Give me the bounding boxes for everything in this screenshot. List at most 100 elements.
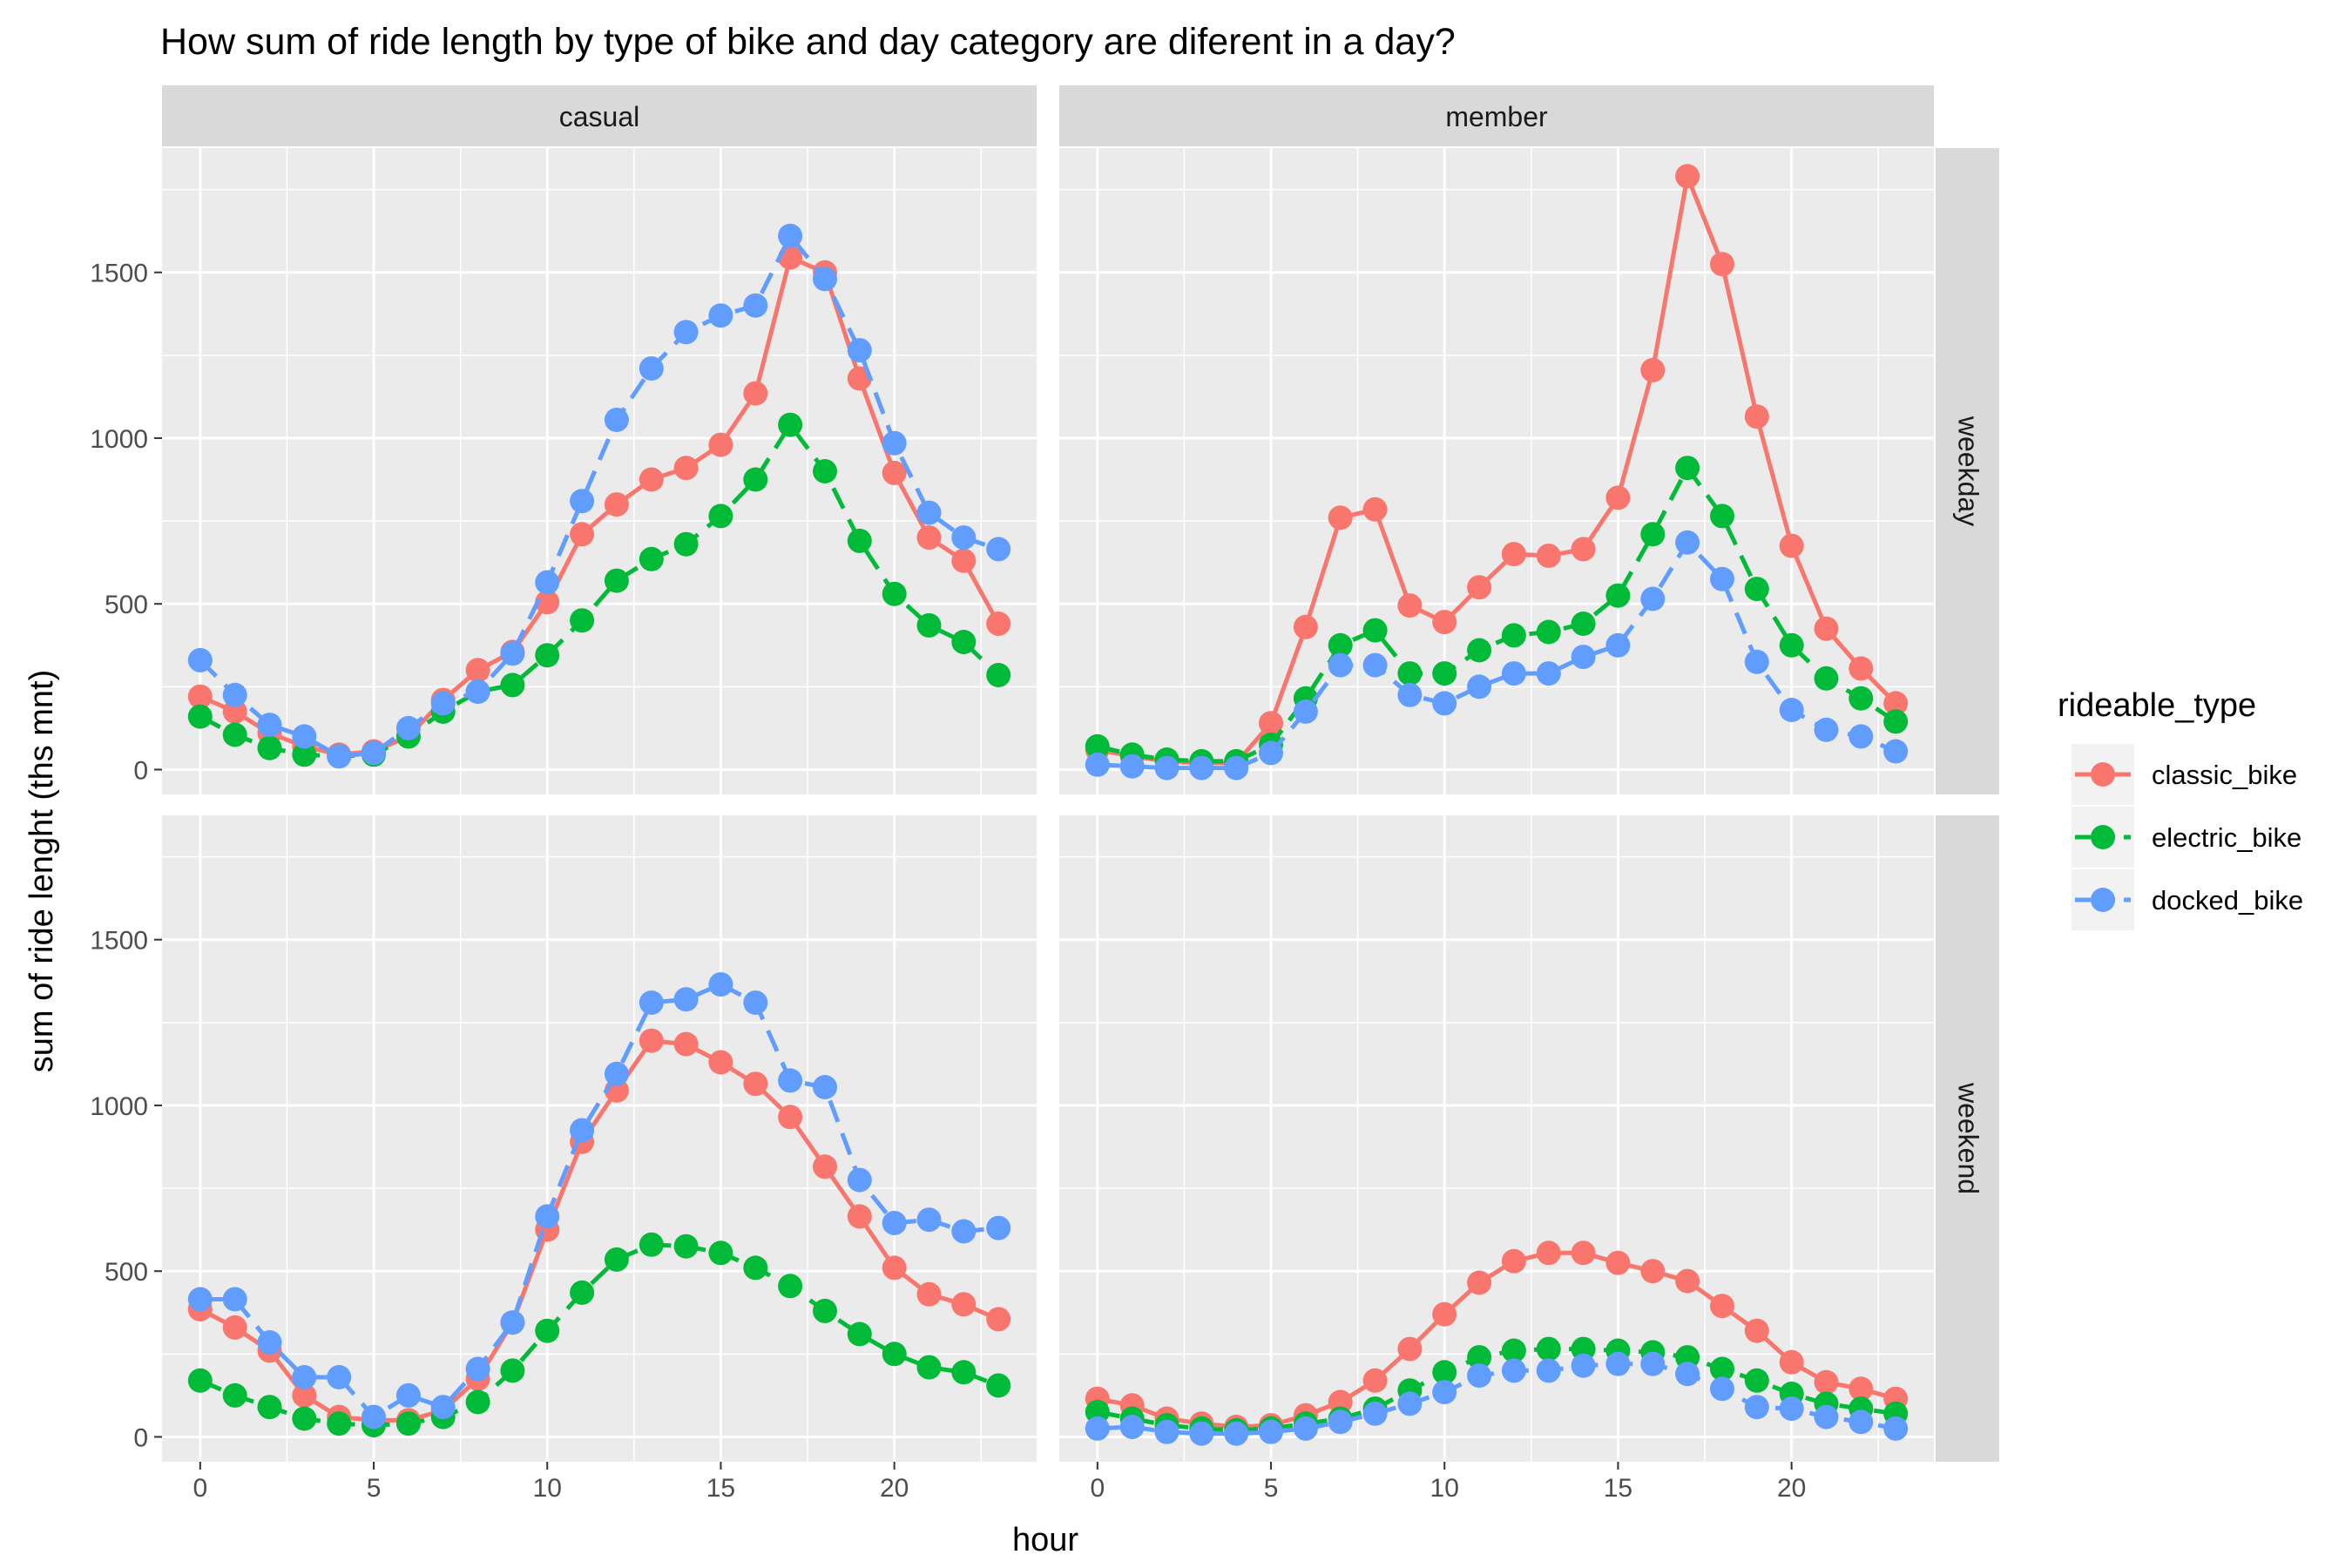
x-tick-label: 5 (367, 1474, 382, 1503)
data-point-docked_bike-6 (1293, 699, 1318, 724)
data-point-docked_bike-12 (1501, 1358, 1526, 1383)
data-point-electric_bike-7 (1328, 632, 1353, 658)
data-point-docked_bike-1 (1119, 754, 1145, 779)
series-docked_bike (187, 972, 1011, 1429)
panel-background (1059, 148, 1934, 794)
x-tick-label: 20 (880, 1474, 909, 1503)
data-point-docked_bike-9 (500, 1310, 525, 1335)
data-point-electric_bike-2 (257, 735, 282, 760)
data-point-classic_bike-14 (1571, 1240, 1596, 1266)
data-point-docked_bike-18 (1710, 566, 1734, 591)
strip-row-weekend: weekend (1936, 815, 1999, 1462)
data-point-docked_bike-20 (882, 430, 907, 456)
data-point-docked_bike-9 (500, 641, 525, 666)
data-point-docked_bike-11 (570, 1118, 595, 1143)
legend-key-point (2091, 825, 2115, 849)
data-point-docked_bike-12 (604, 1061, 629, 1086)
data-point-electric_bike-9 (500, 1358, 525, 1383)
x-tick-label: 0 (1090, 1474, 1105, 1503)
data-point-electric_bike-16 (743, 1255, 768, 1281)
data-point-docked_bike-14 (1571, 645, 1596, 670)
data-point-electric_bike-20 (882, 581, 907, 606)
data-point-classic_bike-16 (743, 1071, 768, 1097)
data-point-electric_bike-11 (570, 1280, 595, 1305)
data-point-electric_bike-1 (222, 722, 247, 747)
legend-entry-classic_bike: classic_bike (2072, 744, 2297, 805)
data-point-electric_bike-14 (673, 1233, 699, 1259)
data-point-classic_bike-22 (1848, 656, 1874, 681)
data-point-docked_bike-21 (1814, 717, 1839, 742)
strip-col-bg (162, 85, 1037, 146)
data-point-docked_bike-22 (1848, 724, 1874, 749)
data-point-docked_bike-16 (1640, 586, 1666, 612)
data-point-docked_bike-6 (395, 715, 421, 740)
data-point-docked_bike-4 (1224, 755, 1249, 781)
data-point-docked_bike-12 (1501, 661, 1526, 686)
data-point-electric_bike-11 (1467, 638, 1492, 663)
data-point-classic_bike-8 (465, 658, 490, 683)
data-point-electric_bike-17 (1675, 456, 1700, 481)
data-point-docked_bike-18 (1710, 1376, 1734, 1402)
data-point-classic_bike-18 (1710, 1294, 1734, 1319)
data-point-classic_bike-11 (1467, 575, 1492, 600)
data-point-classic_bike-23 (1883, 691, 1909, 716)
data-point-electric_bike-10 (1432, 661, 1457, 686)
data-point-docked_bike-4 (327, 1365, 352, 1389)
data-point-classic_bike-19 (1744, 1318, 1769, 1343)
data-point-docked_bike-18 (813, 1075, 837, 1099)
data-point-electric_bike-15 (708, 1240, 733, 1266)
series-line-docked_bike (199, 233, 999, 759)
data-point-docked_bike-8 (465, 1356, 490, 1382)
data-point-electric_bike-0 (187, 1368, 213, 1393)
data-point-docked_bike-6 (395, 1382, 421, 1408)
data-point-docked_bike-14 (673, 987, 699, 1012)
data-point-docked_bike-15 (1605, 1351, 1631, 1376)
data-point-electric_bike-21 (1814, 666, 1839, 691)
data-point-classic_bike-8 (1362, 1368, 1388, 1393)
series-electric_bike (187, 1232, 1011, 1438)
data-point-electric_bike-14 (1571, 612, 1596, 636)
legend: rideable_type classic_bike electric_biked… (2058, 687, 2303, 930)
data-point-docked_bike-23 (1883, 1416, 1909, 1441)
data-point-docked_bike-15 (1605, 632, 1631, 658)
data-point-classic_bike-12 (1501, 542, 1526, 567)
data-point-docked_bike-19 (1744, 649, 1769, 674)
data-point-docked_bike-13 (639, 990, 664, 1015)
series-docked_bike (187, 223, 1011, 769)
data-point-electric_bike-23 (986, 663, 1011, 687)
data-point-docked_bike-9 (1397, 1391, 1423, 1416)
data-point-docked_bike-13 (1536, 661, 1561, 686)
data-point-electric_bike-10 (1432, 1360, 1457, 1385)
panel-member-weekday (1059, 148, 1934, 794)
data-point-docked_bike-0 (187, 647, 213, 672)
y-tick-label: 1500 (90, 927, 148, 956)
data-point-docked_bike-23 (986, 1215, 1011, 1240)
data-point-classic_bike-19 (1744, 404, 1769, 429)
data-point-docked_bike-11 (570, 489, 595, 514)
data-point-docked_bike-0 (1085, 752, 1110, 777)
data-point-electric_bike-12 (1501, 1338, 1526, 1363)
data-point-docked_bike-5 (362, 740, 386, 766)
data-point-classic_bike-21 (916, 1281, 942, 1307)
data-point-docked_bike-17 (778, 1068, 803, 1093)
data-point-classic_bike-11 (570, 522, 595, 547)
y-tick-label: 1500 (90, 260, 148, 288)
data-point-electric_bike-17 (778, 1274, 803, 1299)
data-point-classic_bike-9 (1397, 593, 1423, 618)
panel-casual-weekday: 0 500 1000 1500 (90, 148, 1037, 794)
data-point-electric_bike-15 (1605, 583, 1631, 608)
panels-layer: casual memberweekdayweekend05001000150005… (90, 85, 1999, 1503)
data-point-classic_bike-15 (708, 1050, 733, 1075)
data-point-docked_bike-14 (673, 320, 699, 345)
data-point-electric_bike-12 (1501, 623, 1526, 648)
data-point-docked_bike-5 (362, 1404, 386, 1429)
data-point-electric_bike-23 (1883, 709, 1909, 734)
strip-col-bg (1059, 85, 1934, 146)
data-point-docked_bike-8 (1362, 1401, 1388, 1426)
data-point-electric_bike-16 (743, 467, 768, 492)
x-tick-label: 20 (1777, 1474, 1806, 1503)
strip-row-label: weekday (1953, 416, 1984, 526)
data-point-docked_bike-1 (1119, 1415, 1145, 1439)
data-point-docked_bike-20 (1779, 698, 1804, 722)
data-point-docked_bike-1 (222, 682, 247, 707)
